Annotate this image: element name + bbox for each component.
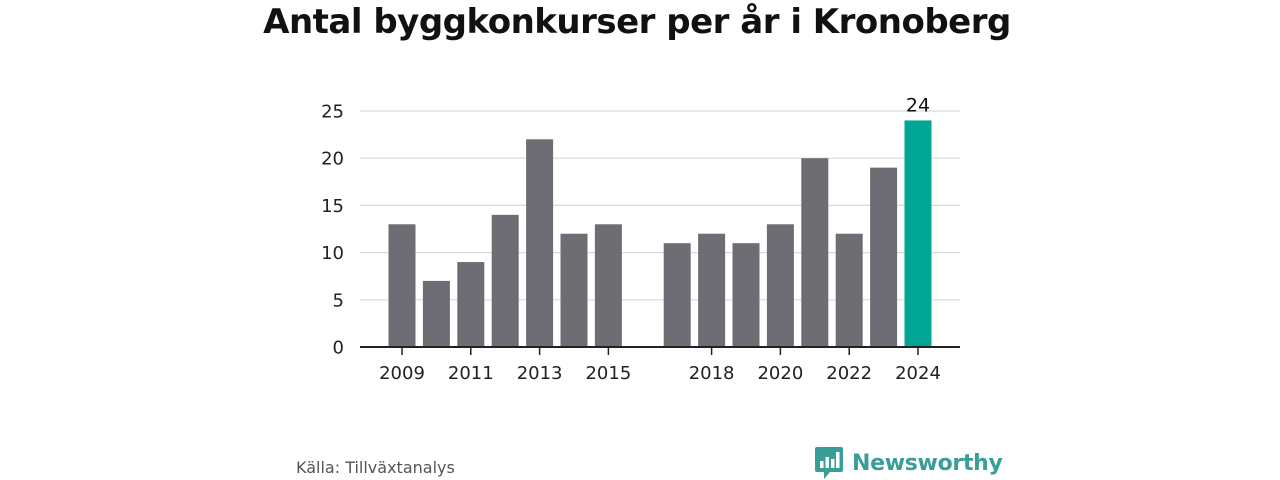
y-tick-label: 0 — [333, 338, 344, 359]
grid-lines — [360, 110, 960, 301]
x-tick-label: 2018 — [689, 363, 735, 384]
bar-2024 — [904, 120, 932, 347]
chart-title: Antal byggkonkurser per år i Kronoberg — [263, 2, 1011, 42]
bar-2012 — [491, 214, 519, 347]
bar-2023 — [870, 167, 898, 347]
x-tick-label: 2013 — [517, 363, 563, 384]
source-note: Källa: Tillväxtanalys — [296, 458, 455, 477]
brand-name: Newsworthy — [852, 450, 1003, 476]
tick-labels: 0 5 10 15 20 25 24 2009 2011 2013 2015 2018 2020 2022… — [321, 94, 941, 384]
y-tick-label: 10 — [321, 243, 344, 264]
y-tick-label: 5 — [333, 290, 344, 311]
bar-2015 — [594, 224, 622, 347]
bar-2019 — [732, 243, 760, 347]
bar-2018 — [698, 233, 726, 347]
bar-2013 — [526, 139, 554, 347]
bar-2020 — [766, 224, 794, 347]
brand-logo: Newsworthy — [814, 446, 1003, 480]
data-label: 24 — [906, 94, 930, 116]
bar-2017 — [663, 243, 691, 347]
bar-2021 — [801, 158, 829, 347]
x-tick-label: 2015 — [585, 363, 631, 384]
x-tick-label: 2024 — [895, 363, 941, 384]
bars — [388, 120, 932, 347]
bar-2010 — [422, 280, 450, 347]
bar-2022 — [835, 233, 863, 347]
axes — [360, 346, 960, 355]
x-tick-label: 2011 — [448, 363, 494, 384]
y-tick-label: 25 — [321, 102, 344, 123]
x-tick-label: 2009 — [379, 363, 425, 384]
bar-2014 — [560, 233, 588, 347]
x-tick-label: 2022 — [826, 363, 872, 384]
bar-2011 — [457, 262, 485, 347]
y-tick-label: 15 — [321, 196, 344, 217]
bar-chart-logo-icon — [815, 447, 843, 479]
x-tick-label: 2020 — [757, 363, 803, 384]
y-tick-label: 20 — [321, 149, 344, 170]
bar-2009 — [388, 224, 416, 347]
